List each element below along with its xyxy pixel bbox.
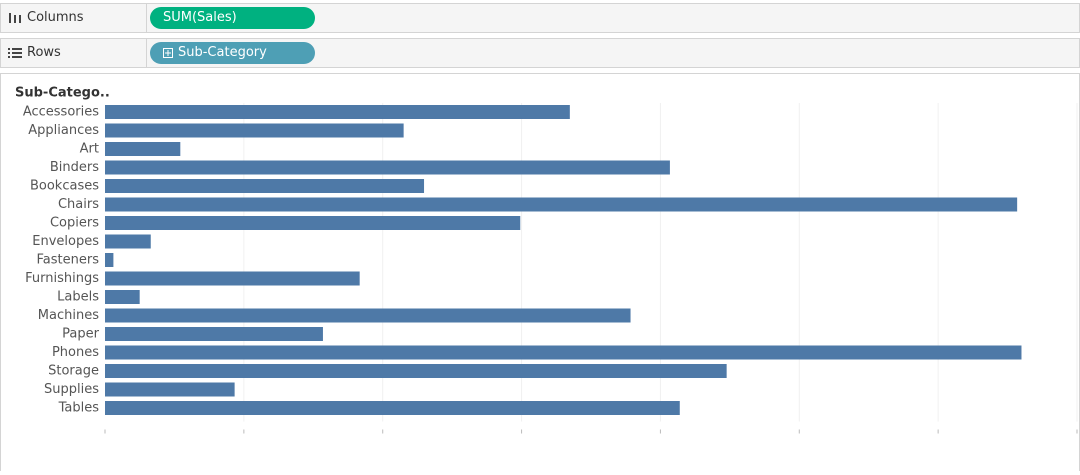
row-label: Machines [38, 308, 99, 323]
bar [105, 271, 360, 286]
chart: Sub-Catego.. Accessories Appliances Art Bin… [15, 86, 1078, 434]
columns-icon [9, 13, 21, 23]
row-label: Fasteners [37, 253, 100, 268]
row-label: Envelopes [32, 234, 99, 249]
bar [105, 253, 114, 267]
bar [105, 105, 570, 119]
row-label: Storage [48, 364, 99, 379]
row-label: Bookcases [30, 179, 99, 194]
bar [105, 345, 1022, 360]
bar [105, 179, 425, 193]
bar [105, 216, 521, 230]
row-label: Paper [62, 327, 99, 342]
columns-shelf: Columns SUM(Sales) [0, 3, 1080, 33]
expand-icon [163, 48, 173, 58]
rows-icon [8, 48, 22, 58]
bar [105, 142, 181, 156]
bar [105, 160, 670, 175]
row-label: Labels [57, 290, 99, 305]
rows-shelf: Rows Sub-Category [0, 38, 1080, 68]
bar [105, 234, 151, 249]
row-label: Art [80, 142, 99, 157]
sales-pill[interactable]: SUM(Sales) [150, 7, 315, 29]
bar [105, 123, 404, 138]
row-label: Supplies [44, 382, 99, 397]
row-label: Copiers [50, 216, 99, 231]
row-label: Appliances [28, 123, 99, 138]
row-label: Chairs [58, 197, 99, 212]
bar [105, 197, 1018, 212]
row-label: Tables [58, 401, 100, 416]
row-label: Furnishings [25, 271, 99, 286]
row-header: Sub-Catego.. [15, 86, 110, 101]
row-label: Accessories [23, 105, 99, 120]
subcategory-pill-text: Sub-Category [178, 45, 267, 60]
bar [105, 308, 631, 323]
columns-label: Columns [27, 10, 84, 25]
bar [105, 382, 235, 397]
rows-label-area: Rows [1, 39, 147, 67]
columns-label-area: Columns [1, 4, 147, 32]
bar [105, 364, 727, 378]
rows-label: Rows [27, 45, 61, 60]
bar [105, 290, 140, 304]
row-label: Binders [50, 160, 99, 175]
row-label: Phones [52, 345, 99, 360]
bar [105, 401, 680, 415]
subcategory-pill[interactable]: Sub-Category [150, 42, 315, 64]
chart-pane: Sub-Catego.. Accessories Appliances Art Bin… [0, 73, 1080, 471]
bar [105, 327, 323, 341]
